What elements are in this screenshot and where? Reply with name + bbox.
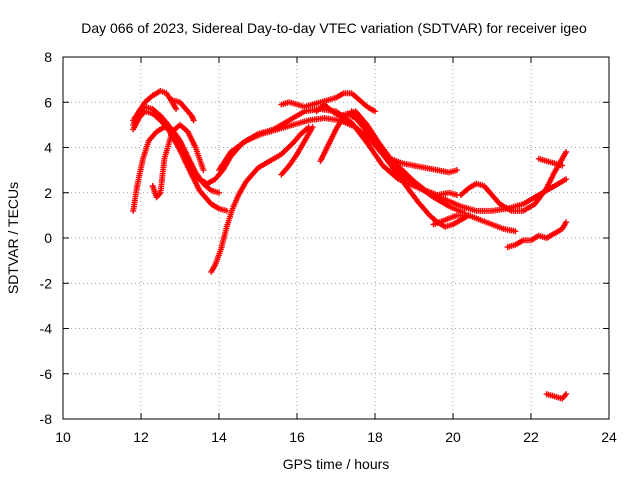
- series-track-15: [430, 212, 519, 235]
- point-markers: [313, 101, 460, 176]
- point-markers: [535, 155, 566, 169]
- y-tick-label: 6: [44, 94, 52, 110]
- point-markers: [188, 106, 570, 214]
- point-markers: [543, 391, 570, 402]
- x-tick-label: 16: [289, 429, 305, 445]
- x-axis-label: GPS time / hours: [283, 456, 390, 472]
- series-track-2: [169, 97, 197, 124]
- grid-lines: [63, 57, 609, 419]
- y-tick-label: -8: [40, 411, 53, 427]
- x-tick-label: 18: [367, 429, 383, 445]
- series-track-10: [278, 124, 316, 178]
- x-tick-label: 22: [523, 429, 539, 445]
- point-markers: [504, 219, 570, 251]
- point-markers: [430, 212, 519, 235]
- y-tick-label: -6: [40, 366, 53, 382]
- series-track-6: [149, 121, 207, 201]
- series-track-7: [188, 106, 570, 214]
- x-tick-label: 24: [601, 429, 617, 445]
- point-markers: [169, 97, 197, 124]
- point-markers: [317, 108, 460, 198]
- chart-title: Day 066 of 2023, Sidereal Day-to-day VTE…: [81, 20, 587, 36]
- series-track-19: [543, 391, 570, 402]
- y-tick-label: -4: [40, 321, 53, 337]
- y-tick-label: 2: [44, 185, 52, 201]
- point-markers: [278, 124, 316, 178]
- y-tick-label: -2: [40, 275, 53, 291]
- series-track-8: [208, 124, 312, 275]
- y-tick-label: 8: [44, 49, 52, 65]
- x-tick-label: 10: [55, 429, 71, 445]
- y-tick-label: 4: [44, 140, 52, 156]
- series-track-11: [278, 90, 378, 115]
- series-track-18: [535, 155, 566, 169]
- point-markers: [208, 124, 312, 275]
- series-track-13: [313, 101, 460, 176]
- plot-frame: [62, 56, 610, 420]
- x-tick-label: 20: [445, 429, 461, 445]
- point-markers: [149, 121, 207, 201]
- x-tick-label: 14: [211, 429, 227, 445]
- series-track-17: [504, 219, 570, 251]
- y-axis-label: SDTVAR / TECUs: [5, 182, 21, 294]
- data-points: [130, 87, 570, 402]
- point-markers: [278, 90, 378, 115]
- y-tick-label: 0: [44, 230, 52, 246]
- x-tick-label: 12: [133, 429, 149, 445]
- series-track-12: [317, 108, 460, 198]
